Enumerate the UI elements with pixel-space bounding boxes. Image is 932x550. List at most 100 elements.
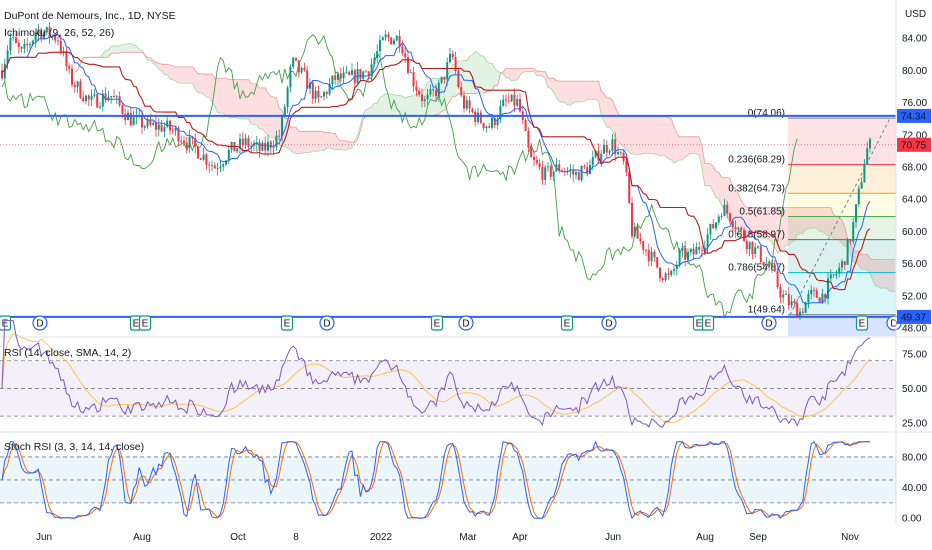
candle-body	[163, 127, 165, 132]
cloud-segment	[677, 133, 680, 161]
cloud-segment	[383, 94, 386, 116]
candle-body	[393, 40, 395, 44]
candle-body	[819, 298, 821, 303]
candle-body	[740, 228, 742, 230]
candle-body	[746, 241, 748, 249]
candle-body	[508, 101, 510, 102]
candle-body	[396, 36, 398, 41]
cloud-segment	[265, 88, 268, 135]
candle-body	[855, 204, 857, 222]
candle-body	[709, 224, 711, 234]
candle-body	[600, 154, 602, 161]
cloud-segment	[582, 81, 585, 101]
candle-body	[116, 96, 118, 97]
cloud-segment	[822, 208, 825, 235]
candle-body	[362, 72, 364, 79]
cloud-segment	[587, 81, 590, 99]
candle-body	[718, 217, 720, 223]
candle-body	[110, 96, 112, 97]
candle-body	[301, 68, 303, 73]
cloud-segment	[514, 69, 517, 81]
candle-body	[516, 99, 518, 106]
candle-body	[793, 301, 795, 303]
cloud-segment	[106, 50, 109, 57]
candle-body	[483, 123, 485, 128]
y-tick-label: 60.00	[902, 227, 927, 238]
candle-body	[23, 44, 25, 49]
candle-body	[219, 167, 221, 169]
cloud-segment	[862, 254, 865, 269]
event-marker-label: D	[36, 319, 43, 330]
cloud-segment	[660, 117, 663, 156]
candle-body	[477, 113, 479, 122]
cloud-segment	[304, 131, 307, 152]
candle-body	[768, 264, 770, 268]
dividend-marker: D	[602, 316, 616, 330]
y-tick-label: 84.00	[902, 34, 927, 45]
cloud-segment	[327, 133, 330, 148]
dividend-marker: D	[33, 316, 47, 330]
earnings-marker: E	[0, 316, 11, 330]
cloud-segment	[467, 56, 470, 93]
candle-body	[326, 92, 328, 94]
earnings-marker: E	[857, 316, 868, 330]
candle-body	[77, 81, 79, 86]
candle-body	[513, 95, 515, 106]
cloud-segment	[722, 177, 725, 209]
cloud-segment	[512, 69, 515, 81]
candle-body	[721, 216, 723, 217]
fib-label: 1(49.64)	[748, 305, 785, 316]
candle-body	[144, 126, 146, 127]
cloud-segment	[411, 95, 414, 116]
cloud-segment	[808, 208, 811, 229]
ichimoku-label: Ichimoku (9, 26, 52, 26)	[4, 27, 114, 39]
candle-body	[536, 160, 538, 163]
candle-body	[863, 164, 865, 182]
cloud-segment	[792, 208, 795, 243]
cloud-segment	[201, 74, 204, 94]
candle-body	[735, 227, 737, 229]
cloud-segment	[170, 65, 173, 80]
candle-body	[572, 171, 574, 175]
candle-body	[463, 95, 465, 108]
price-badge-label: 74.34	[901, 111, 926, 122]
candle-body	[471, 109, 473, 112]
earnings-marker: E	[432, 316, 443, 330]
candle-body	[273, 147, 275, 148]
cloud-segment	[825, 208, 828, 236]
cloud-segment	[565, 81, 568, 105]
cloud-segment	[638, 117, 641, 155]
candle-body	[429, 89, 431, 94]
candle-body	[687, 252, 689, 260]
candle-body	[547, 166, 549, 167]
candle-body	[197, 147, 199, 159]
candle-body	[155, 123, 157, 130]
dividend-marker: D	[762, 316, 776, 330]
cloud-segment	[386, 94, 389, 116]
candle-body	[631, 203, 633, 236]
candle-body	[452, 54, 454, 57]
candle-body	[88, 96, 90, 100]
candle-body	[74, 85, 76, 87]
candle-body	[469, 100, 471, 108]
price-badge-label: 49.37	[901, 312, 926, 323]
candle-body	[446, 62, 448, 79]
candle-body	[348, 72, 350, 75]
candle-body	[292, 58, 294, 67]
candle-body	[281, 117, 283, 137]
cloud-segment	[349, 142, 352, 148]
candle-body	[833, 274, 835, 275]
candle-body	[385, 35, 387, 38]
candle-body	[242, 139, 244, 145]
candle-body	[331, 76, 333, 84]
candle-body	[866, 148, 868, 164]
candle-body	[261, 143, 263, 151]
candle-body	[628, 172, 630, 203]
cloud-segment	[881, 260, 884, 289]
candle-body	[418, 91, 420, 95]
candle-body	[698, 247, 700, 250]
cloud-segment	[374, 103, 377, 116]
candle-body	[760, 246, 762, 262]
candle-body	[681, 248, 683, 251]
candle-body	[485, 126, 487, 128]
